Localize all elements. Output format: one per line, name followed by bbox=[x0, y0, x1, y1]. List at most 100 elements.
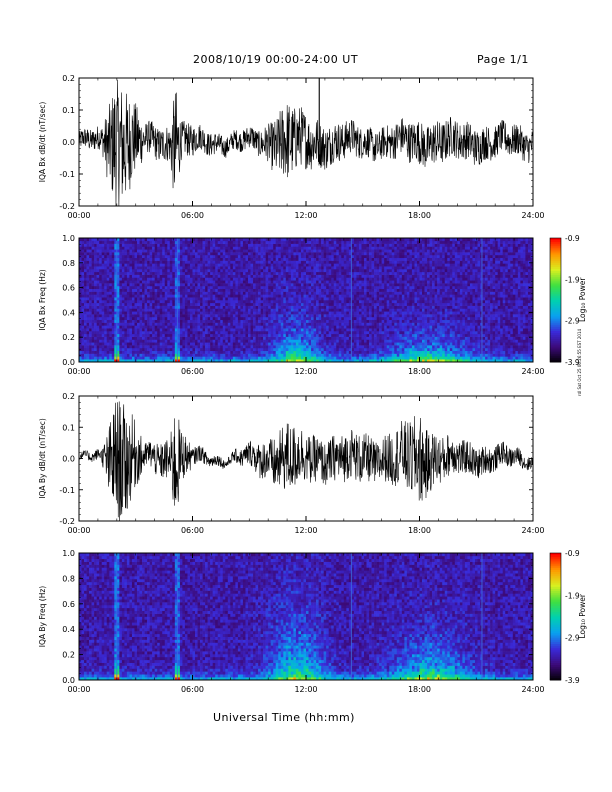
spectrogram-cell bbox=[247, 243, 251, 247]
spectrogram-cell bbox=[273, 302, 277, 306]
spectrogram-cell bbox=[230, 325, 234, 329]
spectrogram-cell bbox=[124, 257, 128, 261]
spectrogram-cell bbox=[144, 339, 148, 343]
spectrogram-cell bbox=[328, 240, 332, 244]
spectrogram-cell bbox=[187, 342, 191, 346]
spectrogram-cell bbox=[137, 333, 140, 337]
spectrogram-cell bbox=[154, 339, 158, 343]
spectrogram-cell bbox=[91, 291, 95, 295]
spectrogram-cell bbox=[283, 246, 287, 250]
spectrogram-cell bbox=[348, 274, 352, 278]
spectrogram-cell bbox=[280, 297, 284, 301]
spectrogram-cell bbox=[124, 353, 128, 357]
spectrogram-cell bbox=[242, 308, 246, 312]
spectrogram-cell bbox=[126, 308, 130, 312]
spectrogram-cell bbox=[331, 342, 335, 346]
spectrogram-cell bbox=[139, 297, 143, 301]
spectrogram-cell bbox=[129, 285, 133, 290]
spectrogram-cell bbox=[237, 314, 241, 318]
spectrogram-cell bbox=[321, 269, 324, 273]
spectrogram-cell bbox=[293, 277, 297, 281]
spectrogram-cell bbox=[154, 269, 158, 273]
spectrogram-cell bbox=[308, 333, 312, 337]
spectrogram-cell bbox=[126, 243, 130, 247]
spectrogram-cell bbox=[275, 283, 279, 287]
spectrogram-cell bbox=[338, 345, 342, 349]
spectrogram-cell bbox=[101, 260, 105, 264]
spectrogram-cell bbox=[275, 359, 279, 363]
spectrogram-cell bbox=[137, 288, 140, 292]
spectrogram-cell bbox=[212, 260, 216, 264]
spectrogram-cell bbox=[343, 316, 347, 321]
spectrogram-cell bbox=[275, 314, 279, 318]
spectrogram-cell bbox=[242, 266, 246, 270]
spectrogram-cell bbox=[313, 283, 317, 287]
spectrogram-cell bbox=[89, 311, 92, 315]
spectrogram-cell bbox=[137, 269, 140, 273]
spectrogram-cell bbox=[205, 254, 208, 259]
spectrogram-cell bbox=[210, 274, 213, 278]
spectrogram-cell bbox=[106, 339, 110, 343]
spectrogram-cell bbox=[152, 359, 155, 363]
spectrogram-cell bbox=[94, 339, 97, 343]
spectrogram-cell bbox=[197, 266, 201, 270]
spectrogram-cell bbox=[225, 260, 229, 264]
spectrogram-cell bbox=[157, 311, 161, 315]
spectrogram-cell bbox=[285, 342, 289, 346]
spectrogram-cell bbox=[84, 305, 87, 309]
spectrogram-cell bbox=[316, 311, 319, 315]
spectrogram-cell bbox=[184, 342, 188, 346]
spectrogram-cell bbox=[295, 252, 299, 256]
spectrogram-cell bbox=[230, 305, 234, 309]
spectrogram-cell bbox=[341, 308, 345, 312]
spectrogram-cell bbox=[321, 254, 324, 259]
spectrogram-cell bbox=[164, 240, 168, 244]
spectrogram-cell bbox=[200, 246, 203, 250]
spectrogram-cell bbox=[306, 342, 309, 346]
spectrogram-cell bbox=[263, 260, 266, 264]
spectrogram-cell bbox=[260, 342, 264, 346]
spectrogram-cell bbox=[210, 322, 213, 326]
spectrogram-cell bbox=[99, 285, 102, 290]
spectrogram-cell bbox=[316, 249, 319, 253]
spectrogram-cell bbox=[81, 269, 85, 273]
spectrogram-cell bbox=[134, 291, 138, 295]
spectrogram-cell bbox=[288, 328, 292, 332]
spectrogram-cell bbox=[205, 339, 208, 343]
spectrogram-cell bbox=[348, 257, 352, 261]
spectrogram-cell bbox=[134, 288, 138, 292]
spectrogram-cell bbox=[81, 331, 85, 335]
spectrogram-cell bbox=[253, 283, 256, 287]
spectrogram-cell bbox=[179, 297, 183, 301]
spectrogram-cell bbox=[131, 347, 135, 352]
spectrogram-cell bbox=[129, 333, 133, 337]
spectrogram-cell bbox=[164, 319, 168, 323]
spectrogram-cell bbox=[172, 269, 176, 273]
spectrogram-cell bbox=[189, 319, 193, 323]
spectrogram-cell bbox=[333, 331, 337, 335]
spectrogram-cell bbox=[300, 359, 304, 363]
spectrogram-cell bbox=[202, 347, 206, 352]
spectrogram-cell bbox=[104, 243, 108, 247]
spectrogram-cell bbox=[298, 356, 302, 360]
spectrogram-cell bbox=[308, 260, 312, 264]
spectrogram-cell bbox=[285, 294, 289, 298]
spectrogram-cell bbox=[159, 294, 163, 298]
spectrogram-cell bbox=[255, 240, 259, 244]
spectrogram-cell bbox=[179, 266, 183, 270]
spectrogram-cell bbox=[101, 350, 105, 354]
spectrogram-cell bbox=[129, 291, 133, 295]
spectrogram-cell bbox=[195, 246, 198, 250]
spectrogram-cell bbox=[245, 342, 249, 346]
spectrogram-cell bbox=[225, 319, 229, 323]
spectrogram-cell bbox=[346, 243, 350, 247]
spectrogram-cell bbox=[278, 333, 282, 337]
spectrogram-cell bbox=[210, 328, 213, 332]
spectrogram-cell bbox=[275, 347, 279, 352]
spectrogram-cell bbox=[177, 319, 181, 323]
spectrogram-cell bbox=[242, 297, 246, 301]
spectrogram-cell bbox=[258, 342, 261, 346]
spectrogram-cell bbox=[245, 252, 249, 256]
spectrogram-cell bbox=[91, 356, 95, 360]
spectrogram-cell bbox=[215, 238, 219, 242]
